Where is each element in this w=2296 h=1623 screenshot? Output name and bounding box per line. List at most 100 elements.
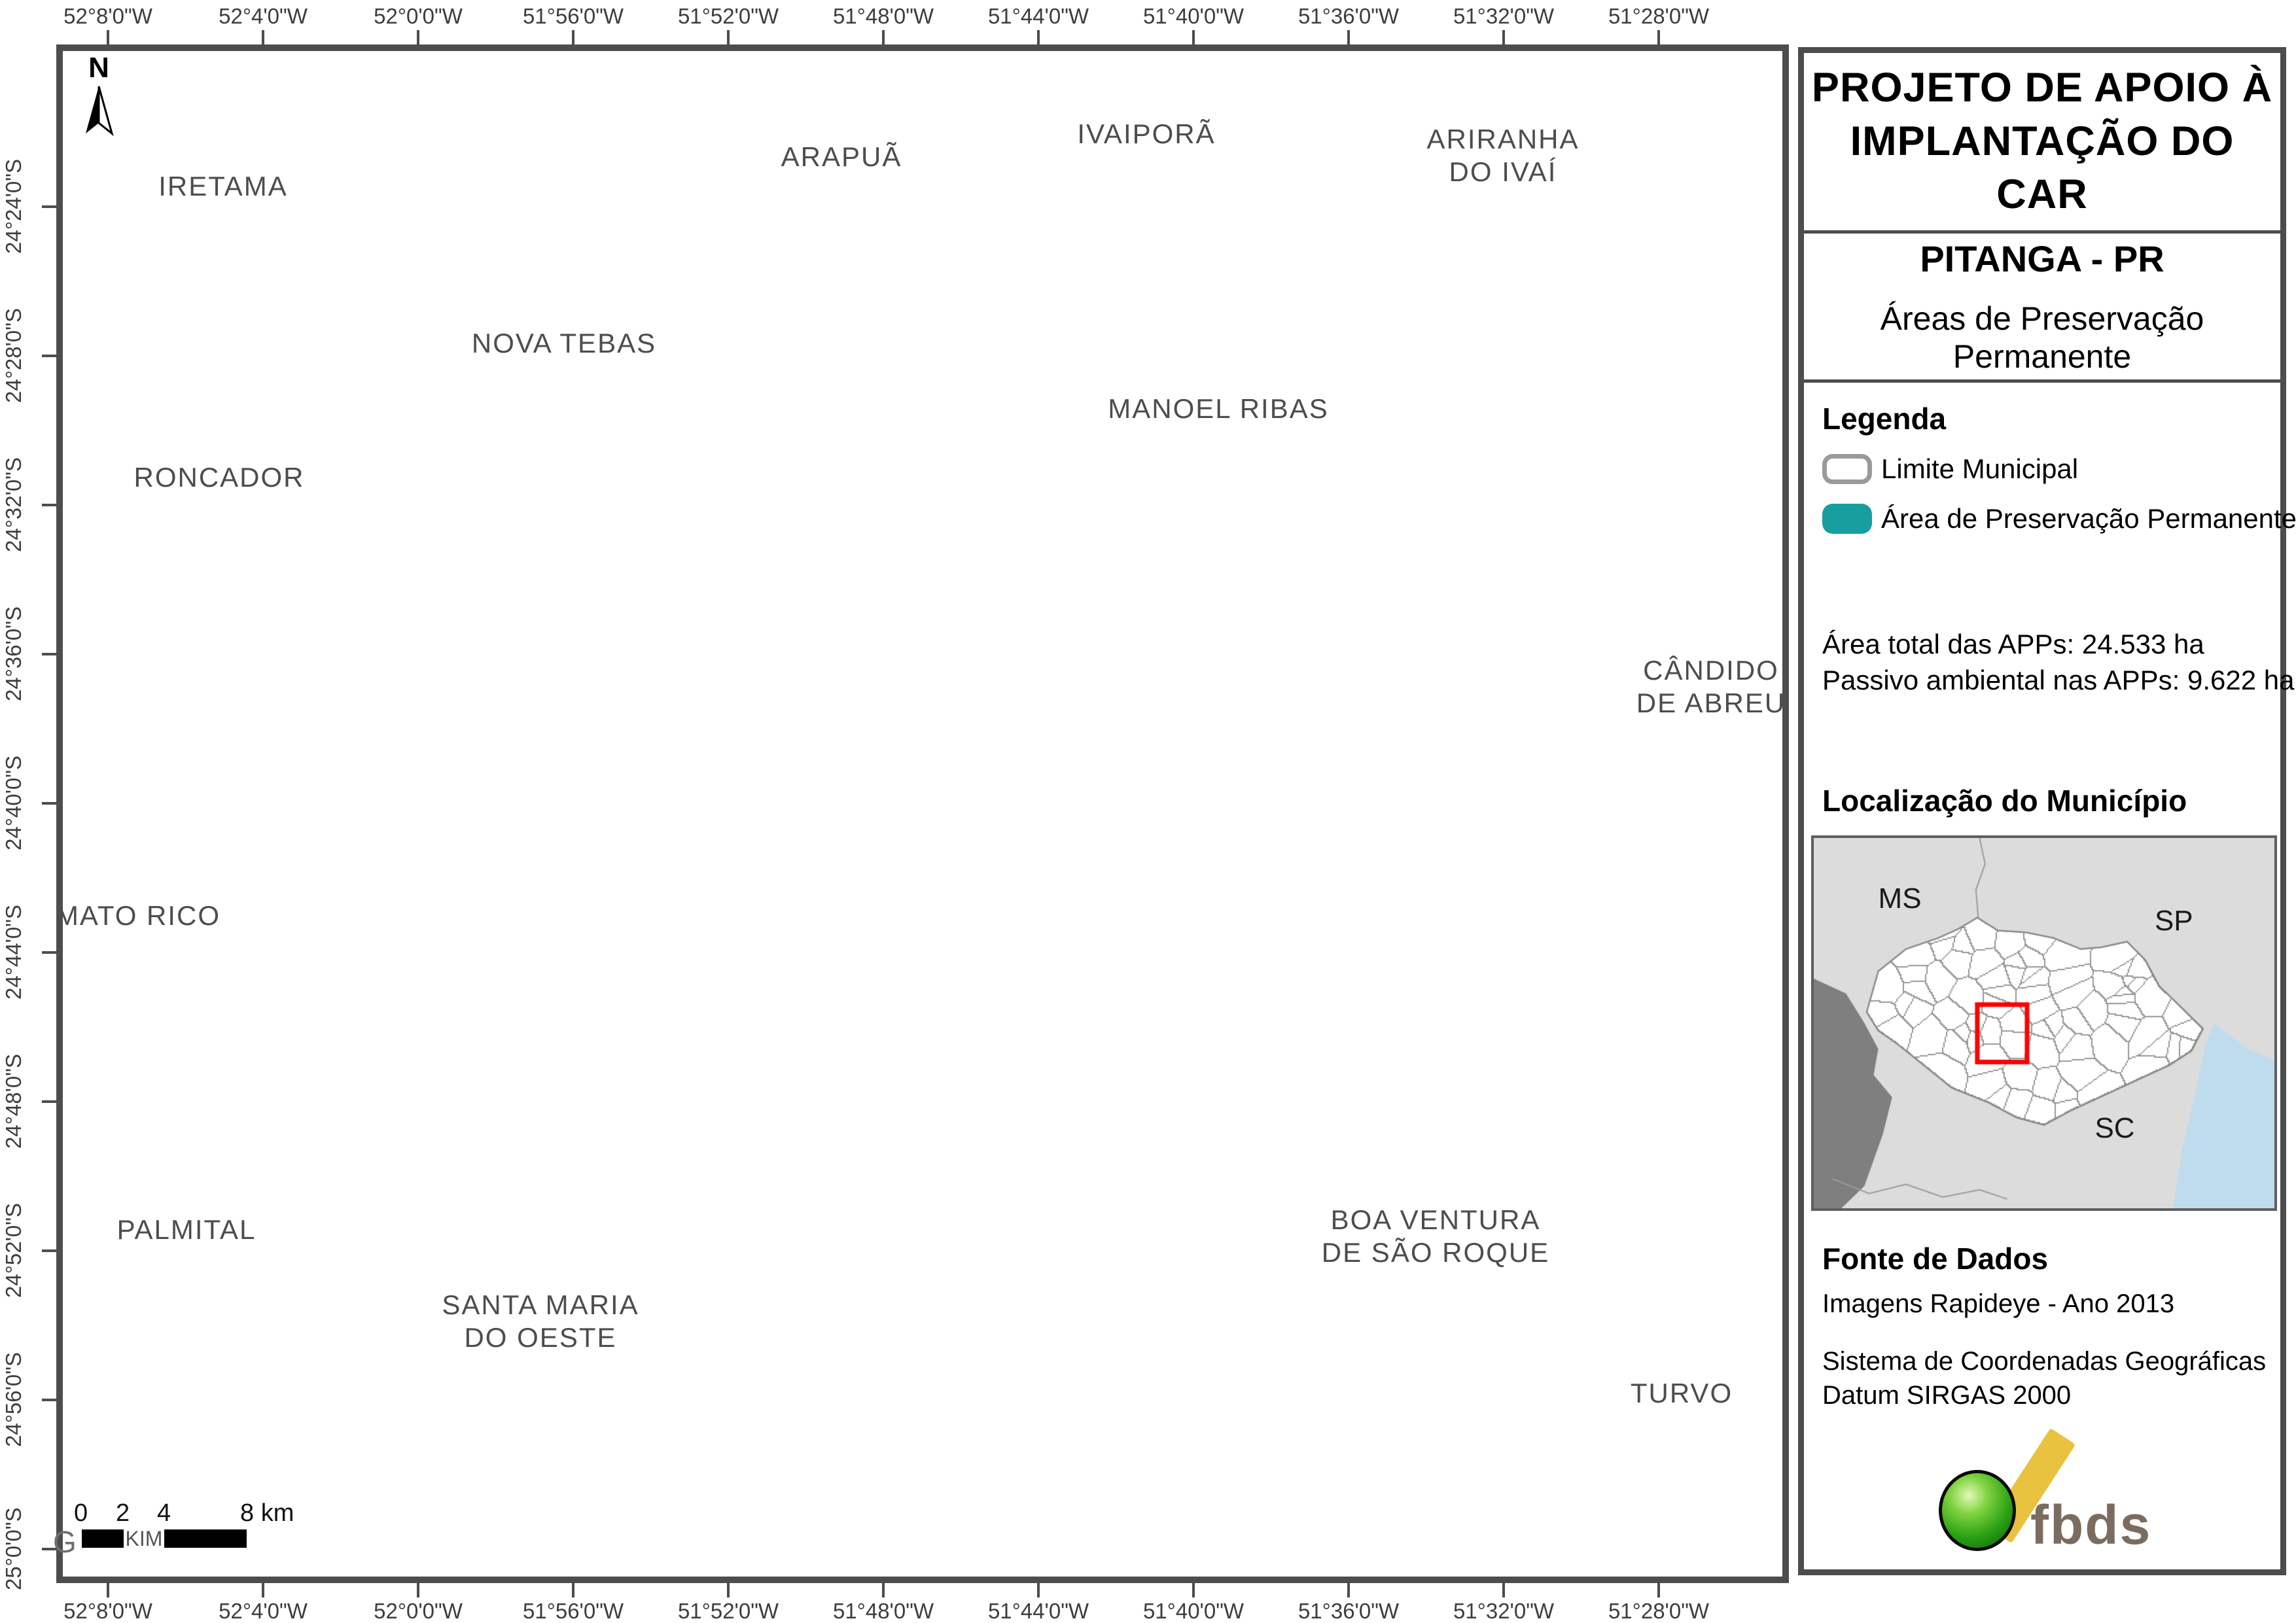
left-axis-tick xyxy=(42,1548,56,1550)
map-label: ARIRANHA DO IVAÍ xyxy=(1333,123,1673,189)
left-axis-tick xyxy=(42,504,56,506)
top-axis-label: 52°8'0"W xyxy=(63,4,152,28)
legend-item-municipal-label: Limite Municipal xyxy=(1881,453,2079,484)
top-axis-tick xyxy=(572,30,574,44)
map-label: MATO RICO xyxy=(0,899,308,932)
map-label: BOA VENTURA DE SÃO ROQUE xyxy=(1265,1204,1606,1270)
left-axis-tick xyxy=(42,1399,56,1401)
map-label-line: DO IVAÍ xyxy=(1449,156,1557,188)
top-axis-tick xyxy=(107,30,109,44)
title-line1: PROJETO DE APOIO À xyxy=(1811,64,2273,111)
top-axis-tick xyxy=(882,30,885,44)
bottom-axis-label: 52°8'0"W xyxy=(63,1599,152,1623)
map-label-line: ARIRANHA xyxy=(1426,124,1580,154)
top-axis-label: 51°56'0"W xyxy=(522,4,624,28)
scale-8km: 8 km xyxy=(240,1499,294,1527)
bottom-axis-label: 51°48'0"W xyxy=(832,1599,934,1623)
top-axis-label: 51°32'0"W xyxy=(1453,4,1555,28)
bottom-axis-tick xyxy=(882,1583,885,1597)
bottom-axis-tick xyxy=(572,1583,574,1597)
top-axis-tick xyxy=(1657,30,1660,44)
bottom-axis-label: 51°36'0"W xyxy=(1298,1599,1400,1623)
left-axis-label: 24°32'0"S xyxy=(1,457,26,553)
scale-bar-watermark: KIM xyxy=(124,1527,164,1550)
map-label-line: RONCADOR xyxy=(133,462,305,493)
map-label-line: ARAPUÃ xyxy=(781,141,902,172)
top-axis-label: 52°4'0"W xyxy=(219,4,308,28)
map-label-line: NOVA TEBAS xyxy=(471,328,657,358)
top-axis-label: 51°44'0"W xyxy=(987,4,1089,28)
top-axis-tick xyxy=(727,30,730,44)
map-label-line: MANOEL RIBAS xyxy=(1108,393,1329,424)
scale-bar-strip: KIM xyxy=(82,1527,247,1550)
left-axis-tick xyxy=(42,355,56,357)
logo-text: fbds xyxy=(2030,1494,2152,1556)
map-label: CÂNDIDO DE ABREU xyxy=(1541,654,1881,720)
map-label: IVAIPORÃ xyxy=(976,118,1316,150)
map-label: IRETAMA xyxy=(53,170,393,203)
map-label-line: CÂNDIDO xyxy=(1643,655,1779,686)
municipality-name: PITANGA - PR xyxy=(1920,238,2164,279)
inset-label-ms: MS xyxy=(1878,882,1922,915)
left-axis-label: 24°56'0"S xyxy=(1,1352,26,1448)
bottom-axis-tick xyxy=(1502,1583,1505,1597)
bottom-axis-tick xyxy=(1657,1583,1660,1597)
inset-label-sc: SC xyxy=(2094,1111,2135,1144)
fbds-logo: fbds xyxy=(1939,1427,2240,1590)
bottom-axis-label: 52°4'0"W xyxy=(219,1599,308,1623)
left-axis-label: 24°48'0"S xyxy=(1,1054,26,1149)
top-axis-label: 51°28'0"W xyxy=(1608,4,1710,28)
left-axis-tick xyxy=(42,951,56,954)
bottom-axis-label: 51°56'0"W xyxy=(522,1599,624,1623)
left-axis-label: 24°40'0"S xyxy=(1,756,26,851)
map-label-line: MATO RICO xyxy=(55,900,221,931)
left-axis-label: 24°28'0"S xyxy=(1,308,26,404)
map-label: NOVA TEBAS xyxy=(394,327,734,360)
panel-title: PROJETO DE APOIO À IMPLANTAÇÃO DO CAR xyxy=(1804,53,2280,234)
map-label-line: IRETAMA xyxy=(158,171,288,201)
left-axis-label: 24°24'0"S xyxy=(1,159,26,254)
top-axis-tick xyxy=(1192,30,1195,44)
inset-label-sp: SP xyxy=(2154,904,2193,937)
bottom-axis-tick xyxy=(107,1583,109,1597)
legend-heading: Legenda xyxy=(1822,402,1947,436)
map-label: SANTA MARIA DO OESTE xyxy=(370,1289,711,1355)
stat-total-apps: Área total das APPs: 24.533 ha xyxy=(1822,629,2204,659)
bottom-axis-tick xyxy=(1037,1583,1040,1597)
left-axis-tick xyxy=(42,205,56,208)
map-label-line: DE SÃO ROQUE xyxy=(1321,1237,1550,1268)
map-label-line: IVAIPORÃ xyxy=(1077,118,1216,149)
left-axis-label: 24°52'0"S xyxy=(1,1203,26,1299)
map-label: RONCADOR xyxy=(49,461,389,494)
top-axis-tick xyxy=(262,30,264,44)
map-label-line: DO OESTE xyxy=(464,1322,617,1353)
source-line2: Sistema de Coordenadas Geográficas xyxy=(1822,1347,2267,1376)
map-label-line: DE ABREU xyxy=(1636,688,1786,719)
map-label: TURVO xyxy=(1511,1377,1852,1410)
bottom-axis-label: 51°52'0"W xyxy=(677,1599,779,1623)
bottom-axis-label: 52°0'0"W xyxy=(374,1599,463,1623)
north-arrow-icon xyxy=(86,86,114,137)
top-axis-label: 51°36'0"W xyxy=(1298,4,1400,28)
map-label-line: PALMITAL xyxy=(116,1214,256,1245)
scale-watermark-g: G xyxy=(53,1525,77,1559)
bottom-axis-tick xyxy=(727,1583,730,1597)
left-axis-tick xyxy=(42,653,56,655)
scale-0: 0 xyxy=(74,1499,88,1527)
left-axis-tick xyxy=(42,1249,56,1252)
scale-2: 2 xyxy=(116,1499,130,1527)
legend-item-app-label: Área de Preservação Permanente xyxy=(1881,503,2296,534)
top-axis-label: 51°40'0"W xyxy=(1142,4,1245,28)
bottom-axis-tick xyxy=(1192,1583,1195,1597)
north-arrow: N xyxy=(73,54,124,140)
top-axis-label: 51°52'0"W xyxy=(677,4,779,28)
top-axis-tick xyxy=(1037,30,1040,44)
logo-sphere-icon xyxy=(1939,1470,2016,1551)
bottom-axis-label: 51°32'0"W xyxy=(1453,1599,1555,1623)
app-statistics: Área total das APPs: 24.533 ha Passivo a… xyxy=(1822,626,2296,699)
title-line2: IMPLANTAÇÃO DO CAR xyxy=(1850,118,2234,218)
left-axis-tick xyxy=(42,802,56,805)
bottom-axis-label: 51°40'0"W xyxy=(1142,1599,1245,1623)
map-label: MANOEL RIBAS xyxy=(1048,393,1388,425)
